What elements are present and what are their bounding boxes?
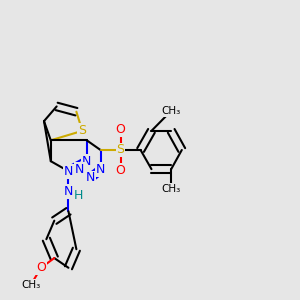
Text: CH₃: CH₃ [162, 106, 181, 116]
Text: N: N [64, 185, 73, 198]
Text: N: N [75, 163, 84, 176]
Text: CH₃: CH₃ [21, 280, 40, 290]
Text: O: O [116, 164, 125, 176]
Text: O: O [116, 124, 125, 136]
Text: H: H [74, 189, 83, 202]
Text: N: N [96, 163, 105, 176]
Text: N: N [82, 155, 92, 168]
Text: N: N [85, 172, 95, 184]
Text: S: S [78, 124, 86, 137]
Text: S: S [117, 143, 124, 157]
Text: CH₃: CH₃ [162, 184, 181, 194]
Text: N: N [64, 165, 73, 178]
Text: O: O [36, 261, 46, 274]
